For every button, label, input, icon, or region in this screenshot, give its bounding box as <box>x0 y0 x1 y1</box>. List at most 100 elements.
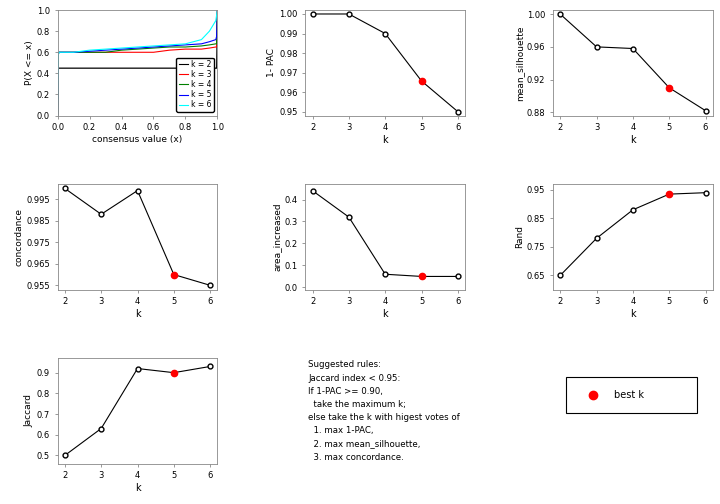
k = 4 <box>165 44 174 50</box>
X-axis label: consensus value (x): consensus value (x) <box>92 135 183 144</box>
k = 3 <box>197 46 206 52</box>
k = 4 <box>69 49 78 55</box>
k = 3 <box>54 50 63 56</box>
k = 2 <box>181 65 190 71</box>
k = 2 <box>212 65 220 71</box>
k = 2 <box>69 65 78 71</box>
Text: Suggested rules:
Jaccard index < 0.95:
If 1-PAC >= 0.90,
  take the maximum k;
e: Suggested rules: Jaccard index < 0.95: I… <box>308 360 460 462</box>
k = 3 <box>85 49 94 55</box>
k = 2 <box>149 65 158 71</box>
k = 3 <box>55 49 63 55</box>
k = 6 <box>205 28 214 34</box>
k = 3 <box>165 47 174 53</box>
k = 6 <box>181 41 190 47</box>
k = 4 <box>61 49 70 55</box>
k = 6 <box>117 45 126 51</box>
k = 3 <box>181 46 190 52</box>
k = 4 <box>213 7 222 13</box>
k = 6 <box>85 47 94 53</box>
k = 6 <box>149 43 158 49</box>
k = 4 <box>54 50 63 56</box>
k = 6 <box>212 18 220 24</box>
k = 3 <box>102 49 110 55</box>
Legend: k = 2, k = 3, k = 4, k = 5, k = 6: k = 2, k = 3, k = 4, k = 5, k = 6 <box>176 57 214 112</box>
k = 2 <box>53 112 62 118</box>
k = 6 <box>53 112 62 118</box>
k = 5 <box>205 39 214 45</box>
k = 4 <box>197 43 206 49</box>
k = 2 <box>61 65 70 71</box>
k = 4 <box>85 49 94 55</box>
X-axis label: k: k <box>135 309 140 319</box>
Y-axis label: Jaccard: Jaccard <box>25 395 34 427</box>
k = 2 <box>54 65 63 71</box>
k = 3 <box>149 49 158 55</box>
k = 3 <box>213 7 222 13</box>
k = 4 <box>102 49 110 55</box>
Line: k = 4: k = 4 <box>58 10 217 115</box>
k = 4 <box>212 41 221 47</box>
X-axis label: k: k <box>630 309 636 319</box>
Y-axis label: concordance: concordance <box>14 208 24 266</box>
k = 6 <box>54 51 63 57</box>
k = 6 <box>213 7 222 13</box>
k = 2 <box>205 65 214 71</box>
k = 5 <box>54 50 63 56</box>
k = 3 <box>205 45 214 51</box>
k = 3 <box>212 44 220 50</box>
k = 4 <box>205 42 214 48</box>
k = 2 <box>117 65 126 71</box>
k = 2 <box>55 65 63 71</box>
k = 2 <box>85 65 94 71</box>
Line: k = 3: k = 3 <box>58 10 217 115</box>
Y-axis label: area_increased: area_increased <box>273 203 282 271</box>
k = 4 <box>53 112 62 118</box>
X-axis label: k: k <box>382 135 388 145</box>
k = 6 <box>212 12 221 18</box>
k = 5 <box>213 7 222 13</box>
k = 6 <box>102 46 110 52</box>
k = 3 <box>69 49 78 55</box>
k = 5 <box>117 46 126 52</box>
k = 2 <box>212 65 221 71</box>
Text: best k: best k <box>613 390 644 400</box>
Y-axis label: 1- PAC: 1- PAC <box>267 48 276 77</box>
k = 5 <box>85 48 94 54</box>
k = 6 <box>61 49 70 55</box>
k = 5 <box>102 47 110 53</box>
k = 4 <box>117 47 126 53</box>
k = 5 <box>212 33 221 39</box>
k = 4 <box>149 45 158 51</box>
Line: k = 5: k = 5 <box>58 10 217 115</box>
k = 5 <box>69 49 78 55</box>
k = 2 <box>102 65 110 71</box>
k = 3 <box>53 112 62 118</box>
k = 5 <box>212 37 220 43</box>
k = 4 <box>181 44 190 50</box>
k = 6 <box>165 42 174 48</box>
k = 5 <box>165 43 174 49</box>
k = 4 <box>133 46 142 52</box>
k = 2 <box>213 7 222 13</box>
k = 5 <box>149 44 158 50</box>
k = 2 <box>197 65 206 71</box>
k = 3 <box>212 44 221 50</box>
k = 3 <box>61 49 70 55</box>
k = 3 <box>133 49 142 55</box>
k = 3 <box>117 49 126 55</box>
k = 6 <box>69 49 78 55</box>
k = 4 <box>55 49 63 55</box>
k = 6 <box>133 44 142 50</box>
k = 5 <box>55 49 63 55</box>
k = 2 <box>133 65 142 71</box>
Line: k = 6: k = 6 <box>58 10 217 115</box>
X-axis label: k: k <box>382 309 388 319</box>
k = 5 <box>61 49 70 55</box>
k = 6 <box>55 49 63 55</box>
Y-axis label: mean_silhouette: mean_silhouette <box>515 25 524 101</box>
k = 6 <box>197 37 206 43</box>
k = 4 <box>212 41 220 47</box>
Y-axis label: Rand: Rand <box>515 225 524 248</box>
k = 5 <box>53 112 62 118</box>
Line: k = 2: k = 2 <box>58 10 217 115</box>
